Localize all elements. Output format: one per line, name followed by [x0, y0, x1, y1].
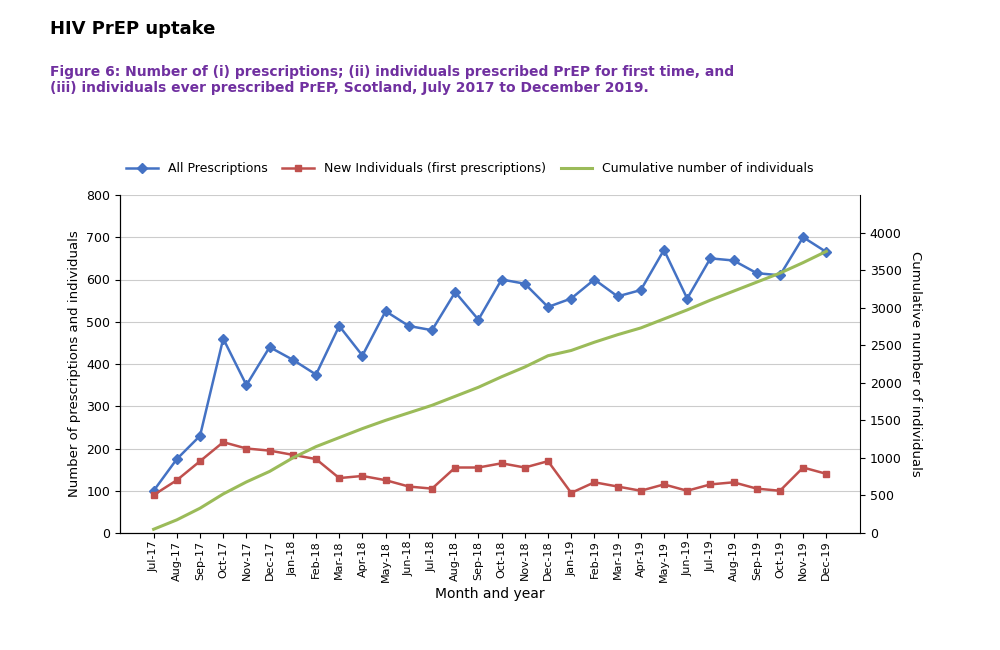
New Individuals (first prescriptions) — [704, 480, 716, 488]
Cumulative number of individuals — [403, 409, 415, 417]
All Prescriptions — [356, 352, 368, 359]
Cumulative number of individuals — [704, 296, 716, 304]
All Prescriptions — [542, 303, 554, 311]
Cumulative number of individuals — [635, 324, 647, 332]
All Prescriptions — [333, 322, 345, 330]
New Individuals (first prescriptions) — [194, 458, 206, 465]
All Prescriptions — [728, 257, 740, 265]
Y-axis label: Cumulative number of individuals: Cumulative number of individuals — [909, 251, 922, 477]
Cumulative number of individuals — [333, 434, 345, 441]
Cumulative number of individuals — [612, 331, 624, 339]
New Individuals (first prescriptions) — [588, 478, 600, 486]
All Prescriptions — [310, 370, 322, 378]
All Prescriptions — [658, 246, 670, 254]
All Prescriptions — [287, 356, 299, 364]
All Prescriptions — [565, 294, 577, 302]
New Individuals (first prescriptions) — [217, 438, 229, 446]
New Individuals (first prescriptions) — [751, 485, 763, 493]
Text: Figure 6: Number of (i) prescriptions; (ii) individuals prescribed PrEP for firs: Figure 6: Number of (i) prescriptions; (… — [50, 65, 734, 95]
Cumulative number of individuals — [449, 393, 461, 400]
Cumulative number of individuals — [728, 287, 740, 295]
New Individuals (first prescriptions) — [264, 447, 276, 454]
Line: All Prescriptions: All Prescriptions — [150, 234, 830, 494]
New Individuals (first prescriptions) — [380, 476, 392, 484]
Cumulative number of individuals — [542, 352, 554, 359]
All Prescriptions — [426, 326, 438, 334]
All Prescriptions — [797, 233, 809, 241]
Cumulative number of individuals — [774, 269, 786, 277]
Cumulative number of individuals — [565, 346, 577, 354]
New Individuals (first prescriptions) — [681, 487, 693, 495]
All Prescriptions — [751, 269, 763, 277]
All Prescriptions — [496, 276, 508, 283]
New Individuals (first prescriptions) — [403, 482, 415, 490]
All Prescriptions — [774, 272, 786, 280]
Cumulative number of individuals — [751, 278, 763, 286]
Cumulative number of individuals — [264, 467, 276, 475]
New Individuals (first prescriptions) — [612, 482, 624, 490]
Cumulative number of individuals — [588, 338, 600, 346]
Text: HIV PrEP uptake: HIV PrEP uptake — [50, 20, 215, 38]
New Individuals (first prescriptions) — [797, 463, 809, 471]
New Individuals (first prescriptions) — [774, 487, 786, 495]
New Individuals (first prescriptions) — [658, 480, 670, 488]
Cumulative number of individuals — [797, 259, 809, 266]
Y-axis label: Number of prescriptions and individuals: Number of prescriptions and individuals — [68, 231, 81, 497]
Cumulative number of individuals — [426, 402, 438, 410]
Cumulative number of individuals — [681, 306, 693, 314]
New Individuals (first prescriptions) — [542, 458, 554, 465]
New Individuals (first prescriptions) — [171, 476, 183, 484]
Cumulative number of individuals — [820, 248, 832, 255]
Cumulative number of individuals — [519, 363, 531, 371]
Legend: All Prescriptions, New Individuals (first prescriptions), Cumulative number of i: All Prescriptions, New Individuals (firs… — [126, 162, 813, 176]
New Individuals (first prescriptions) — [240, 445, 252, 452]
All Prescriptions — [681, 294, 693, 302]
Cumulative number of individuals — [380, 417, 392, 424]
Line: New Individuals (first prescriptions): New Individuals (first prescriptions) — [150, 439, 830, 499]
All Prescriptions — [217, 335, 229, 343]
Line: Cumulative number of individuals: Cumulative number of individuals — [154, 252, 826, 529]
Cumulative number of individuals — [171, 516, 183, 524]
Cumulative number of individuals — [472, 384, 484, 391]
All Prescriptions — [704, 255, 716, 263]
New Individuals (first prescriptions) — [310, 455, 322, 463]
All Prescriptions — [472, 316, 484, 324]
Cumulative number of individuals — [496, 373, 508, 381]
All Prescriptions — [240, 381, 252, 389]
X-axis label: Month and year: Month and year — [435, 587, 545, 601]
Cumulative number of individuals — [148, 525, 160, 533]
All Prescriptions — [588, 276, 600, 283]
New Individuals (first prescriptions) — [496, 460, 508, 467]
New Individuals (first prescriptions) — [635, 487, 647, 495]
New Individuals (first prescriptions) — [426, 485, 438, 493]
New Individuals (first prescriptions) — [820, 470, 832, 478]
Cumulative number of individuals — [240, 478, 252, 486]
New Individuals (first prescriptions) — [287, 451, 299, 459]
Cumulative number of individuals — [287, 454, 299, 462]
Cumulative number of individuals — [217, 490, 229, 498]
All Prescriptions — [519, 280, 531, 287]
New Individuals (first prescriptions) — [333, 474, 345, 482]
New Individuals (first prescriptions) — [356, 472, 368, 480]
All Prescriptions — [820, 248, 832, 256]
Cumulative number of individuals — [310, 443, 322, 450]
All Prescriptions — [635, 286, 647, 294]
New Individuals (first prescriptions) — [449, 463, 461, 471]
All Prescriptions — [148, 487, 160, 495]
Cumulative number of individuals — [194, 504, 206, 512]
New Individuals (first prescriptions) — [472, 463, 484, 471]
Cumulative number of individuals — [356, 424, 368, 432]
New Individuals (first prescriptions) — [565, 489, 577, 497]
New Individuals (first prescriptions) — [519, 463, 531, 471]
All Prescriptions — [194, 432, 206, 440]
All Prescriptions — [380, 307, 392, 315]
All Prescriptions — [264, 343, 276, 351]
All Prescriptions — [171, 455, 183, 463]
New Individuals (first prescriptions) — [728, 478, 740, 486]
All Prescriptions — [403, 322, 415, 330]
All Prescriptions — [612, 292, 624, 300]
Cumulative number of individuals — [658, 315, 670, 323]
New Individuals (first prescriptions) — [148, 491, 160, 499]
All Prescriptions — [449, 289, 461, 296]
